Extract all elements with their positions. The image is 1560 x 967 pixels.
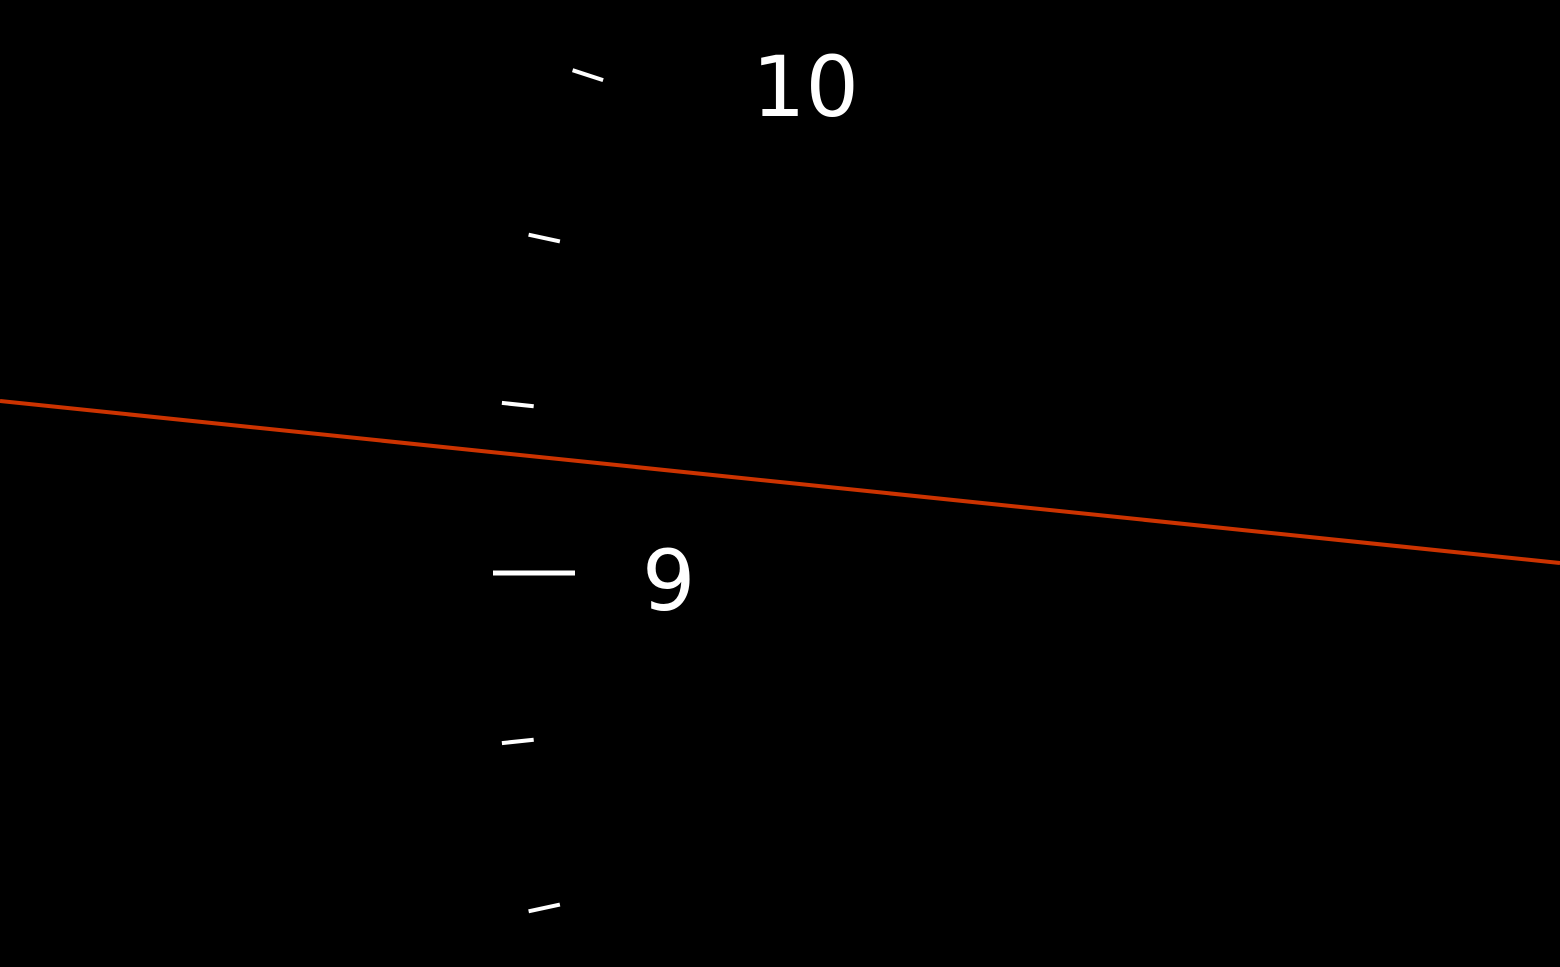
hour-numeral-9: 9 (642, 532, 695, 630)
tick-marks (493, 68, 604, 914)
second-hand (0, 399, 1560, 565)
minute-tick (571, 68, 604, 83)
hour-numeral-10: 10 (752, 38, 859, 136)
minute-tick (501, 737, 534, 746)
minute-tick (528, 902, 561, 914)
minute-tick (501, 400, 534, 409)
minute-tick (528, 232, 561, 244)
